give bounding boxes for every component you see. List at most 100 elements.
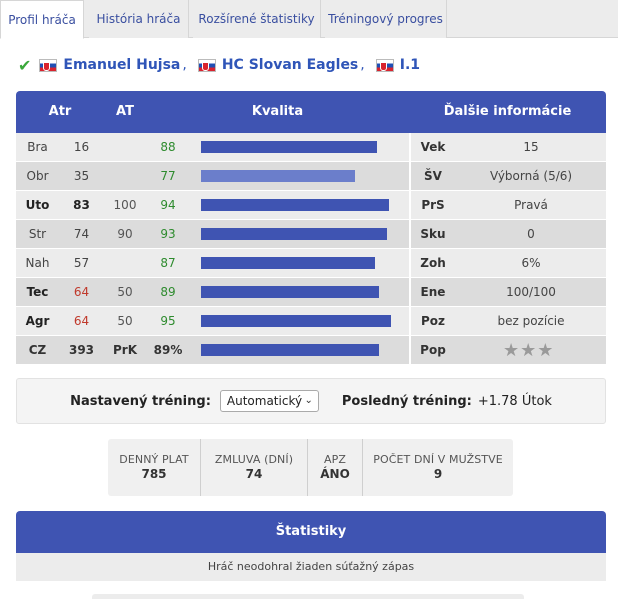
table-row: Bra 16 88 Vek 15 (16, 133, 606, 162)
attr-quality: 87 (160, 256, 176, 270)
quality-bar (201, 228, 387, 240)
table-row: Uto 83 100 94 PrS Pravá (16, 191, 606, 220)
attr-name: Bra (27, 140, 48, 154)
attr-value: 83 (73, 198, 90, 212)
info-key: PrS (421, 198, 445, 212)
attr-value: 64 (73, 285, 90, 299)
popularity-stars: ★ ★ ★ (503, 340, 553, 361)
attr-value: 64 (73, 314, 90, 328)
attributes-table-header: Atr AT Kvalita Ďalšie informácie (16, 91, 606, 133)
contract-value: 74 (245, 467, 263, 481)
info-key: Ene (420, 285, 446, 299)
check-icon: ✔ (18, 55, 32, 75)
header-at: AT (116, 104, 134, 119)
summary-value: 393 (68, 343, 95, 357)
contract-item: APZ ÁNO (308, 439, 363, 496)
attr-quality: 77 (160, 169, 176, 183)
attr-value: 57 (73, 256, 90, 270)
slovakia-flag-icon (197, 58, 216, 72)
table-row: Nah 57 87 Zoh 6% (16, 249, 606, 278)
info-value: Výborná (5/6) (489, 169, 573, 183)
attr-value: 35 (73, 169, 90, 183)
tab-bar: Profil hráča História hráča Rozšírené št… (0, 0, 618, 39)
contract-panel: DENNÝ PLAT 785 ZMLUVA (DNÍ) 74 APZ ÁNO P… (108, 439, 513, 496)
table-row: Tec 64 50 89 Ene 100/100 (16, 278, 606, 307)
attr-at: 90 (117, 227, 133, 241)
attr-quality: 88 (160, 140, 176, 154)
slovakia-flag-icon (375, 58, 394, 72)
tab-treningovy-progres[interactable]: Tréningový progres (325, 0, 447, 38)
attr-at: 50 (117, 314, 133, 328)
attr-name: Nah (25, 256, 50, 270)
tab-profil-hraca[interactable]: Profil hráča (0, 0, 84, 39)
attr-quality: 94 (160, 198, 176, 212)
contract-value: 785 (141, 467, 167, 481)
star-icon: ★ (520, 340, 537, 361)
training-select[interactable]: Automatický ⌄ (219, 390, 319, 412)
attr-name: Agr (25, 314, 50, 328)
training-set-label: Nastavený tréning: (70, 393, 211, 409)
table-row: Str 74 90 93 Sku 0 (16, 220, 606, 249)
contract-item: DENNÝ PLAT 785 (108, 439, 201, 496)
info-key: Pop (420, 343, 446, 357)
info-value: bez pozície (497, 314, 565, 328)
attr-value: 16 (73, 140, 90, 154)
info-key: Zoh (420, 256, 446, 270)
attr-at: 100 (113, 198, 137, 212)
contract-key: APZ (324, 453, 346, 466)
training-panel: Nastavený tréning: Automatický ⌄ Posledn… (16, 378, 606, 424)
attr-quality: 95 (160, 314, 176, 328)
attr-name: Str (28, 227, 47, 241)
summary-row: CZ 393 PrK 89% Pop ★ ★ ★ (16, 336, 606, 365)
summary-quality: 89% (153, 343, 183, 357)
header-dalsie-informacie: Ďalšie informácie (443, 104, 572, 119)
summary-at: PrK (112, 343, 137, 357)
contract-item: POČET DNÍ V MUŽSTVE 9 (363, 439, 513, 496)
player-header: ✔ Emanuel Hujsa , HC Slovan Eagles , I.1 (18, 54, 420, 76)
contract-value: 9 (433, 467, 443, 481)
training-last-value: +1.78 Útok (477, 393, 552, 409)
separator: , (360, 57, 365, 73)
quality-bar (201, 315, 391, 327)
contract-key: POČET DNÍ V MUŽSTVE (373, 453, 503, 466)
contract-key: ZMLUVA (DNÍ) (214, 453, 294, 466)
chevron-down-icon: ⌄ (304, 395, 313, 406)
slovakia-flag-icon (39, 58, 58, 72)
league-link[interactable]: I.1 (399, 57, 421, 73)
header-kvalita: Kvalita (251, 104, 304, 119)
separator: , (182, 57, 187, 73)
training-select-value: Automatický (226, 394, 303, 408)
team-link[interactable]: HC Slovan Eagles (221, 57, 359, 73)
attr-quality: 93 (160, 227, 176, 241)
info-key: Sku (420, 227, 446, 241)
info-value: 6% (521, 256, 541, 270)
star-icon: ★ (503, 340, 520, 361)
quality-bar (201, 199, 389, 211)
info-value: 0 (527, 227, 535, 241)
summary-name: CZ (28, 343, 47, 357)
attr-name: Tec (26, 285, 49, 299)
attr-value: 74 (73, 227, 90, 241)
info-key: Vek (420, 140, 446, 154)
info-value: 100/100 (506, 285, 556, 299)
quality-bar (201, 141, 377, 153)
attr-quality: 89 (160, 285, 176, 299)
next-panel-edge (92, 594, 524, 599)
attr-name: Obr (26, 169, 49, 183)
attr-at: 50 (117, 285, 133, 299)
tab-rozsirene-statistiky[interactable]: Rozšírené štatistiky (193, 0, 321, 38)
table-row: Obr 35 77 ŠV Výborná (5/6) (16, 162, 606, 191)
quality-bar (201, 257, 375, 269)
table-row: Agr 64 50 95 Poz bez pozície (16, 307, 606, 336)
player-name-link[interactable]: Emanuel Hujsa (63, 57, 181, 73)
info-value: Pravá (514, 198, 548, 212)
attr-name: Uto (25, 198, 50, 212)
contract-value: ÁNO (320, 467, 350, 481)
statistics-header: Štatistiky (16, 511, 606, 553)
info-value: 15 (523, 140, 539, 154)
header-atr: Atr (48, 104, 72, 119)
contract-item: ZMLUVA (DNÍ) 74 (201, 439, 308, 496)
tab-historia-hraca[interactable]: História hráča (89, 0, 189, 38)
attributes-table: Atr AT Kvalita Ďalšie informácie Bra 16 … (16, 91, 606, 365)
quality-bar (201, 344, 379, 356)
